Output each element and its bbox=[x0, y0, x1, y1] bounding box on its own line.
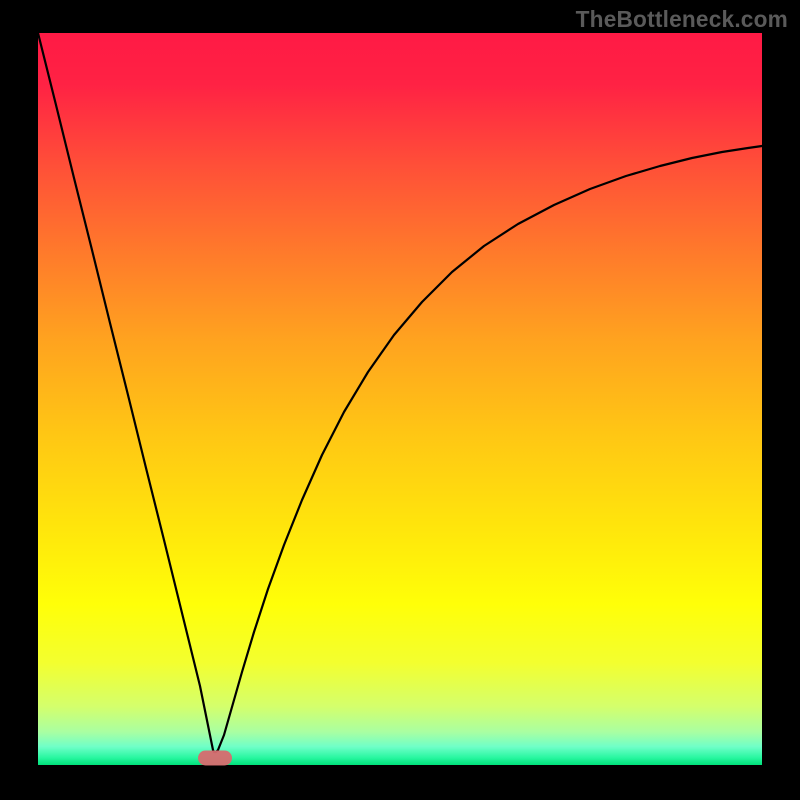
plot-area-rect bbox=[38, 33, 762, 765]
bottleneck-curve bbox=[38, 33, 762, 752]
optimum-marker bbox=[198, 751, 232, 766]
chart-svg bbox=[0, 0, 800, 800]
watermark-text: TheBottleneck.com bbox=[576, 6, 788, 33]
figure-canvas: TheBottleneck.com bbox=[0, 0, 800, 800]
